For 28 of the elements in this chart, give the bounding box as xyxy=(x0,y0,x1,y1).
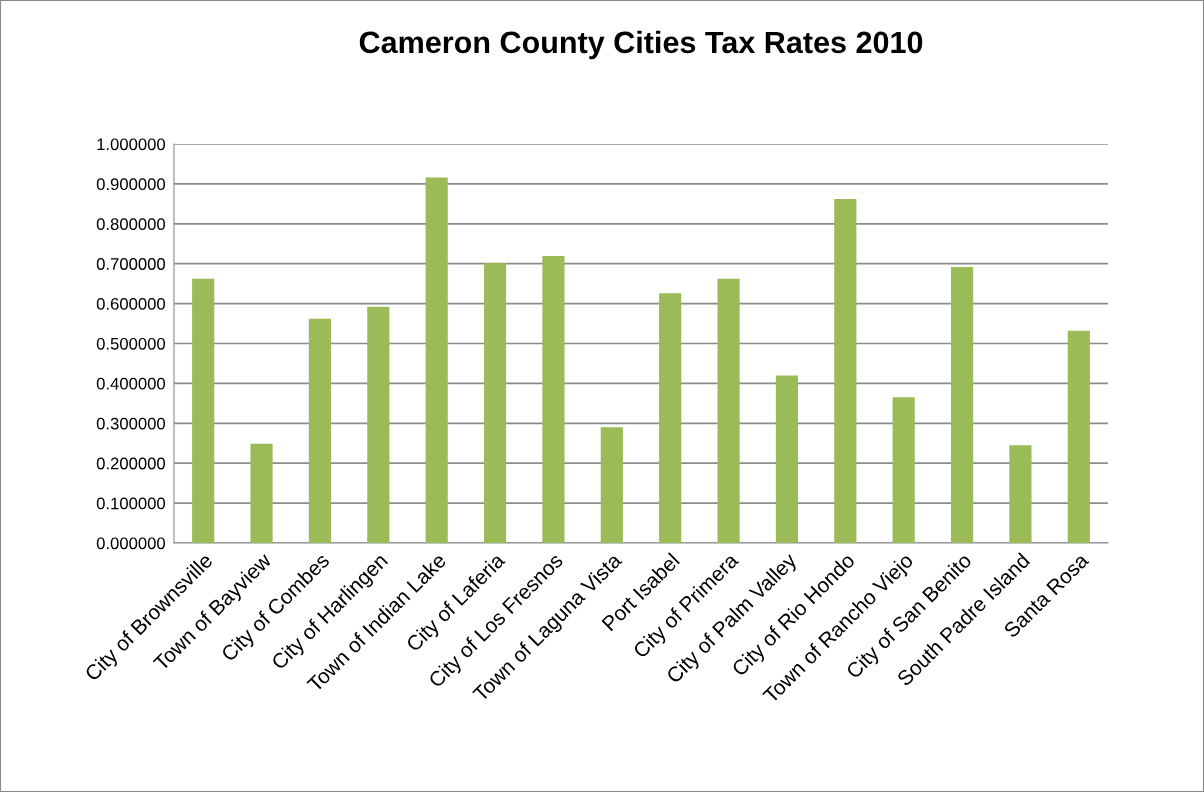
bar xyxy=(1009,445,1032,543)
bar xyxy=(542,256,565,543)
bar xyxy=(600,427,623,543)
bar xyxy=(483,262,507,543)
bar xyxy=(950,266,974,543)
y-tick-label: 0.400000 xyxy=(96,377,166,390)
bar xyxy=(1067,330,1090,543)
y-tick-label: 0.700000 xyxy=(96,258,166,270)
y-tick-label: 0.900000 xyxy=(96,178,166,191)
bar xyxy=(775,375,799,543)
bar xyxy=(425,177,448,543)
bar xyxy=(892,397,915,543)
y-tick-label: 1.000000 xyxy=(97,138,166,151)
bar xyxy=(717,278,740,543)
bar xyxy=(250,443,273,543)
y-tick-label: 0.300000 xyxy=(96,417,166,430)
y-tick-label: 0.100000 xyxy=(96,497,166,510)
bar xyxy=(367,306,390,543)
bar xyxy=(834,199,857,543)
bar xyxy=(192,278,215,543)
bar xyxy=(308,318,332,543)
y-tick-label: 0.000000 xyxy=(96,537,166,550)
y-tick-label: 0.800000 xyxy=(96,218,166,230)
chart-title: Cameron County Cities Tax Rates 2010 xyxy=(359,30,923,60)
bar xyxy=(659,293,682,543)
y-tick-label: 0.200000 xyxy=(96,457,166,470)
y-tick-label: 0.600000 xyxy=(96,298,166,310)
y-tick-label: 0.500000 xyxy=(96,337,166,350)
